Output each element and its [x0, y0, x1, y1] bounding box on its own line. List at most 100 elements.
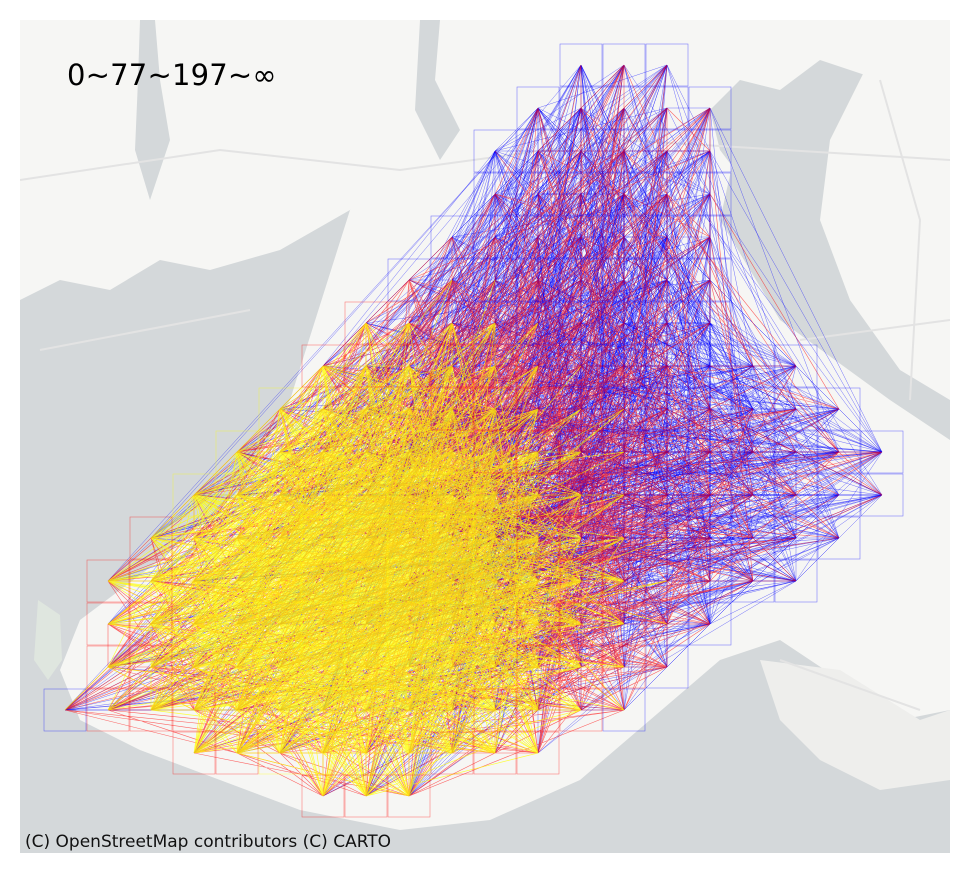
grid-cell — [860, 473, 904, 517]
grid-cell — [430, 473, 474, 517]
grid-cell — [344, 473, 388, 517]
grid-cell — [387, 516, 431, 560]
attribution-text: (C) OpenStreetMap contributors (C) CARTO — [25, 832, 392, 852]
grid-cell — [731, 559, 775, 603]
grid-cell — [516, 129, 560, 173]
grid-cell — [602, 473, 646, 517]
grid-cell — [430, 688, 474, 732]
river-inlet-2 — [415, 20, 460, 160]
grid-cell — [301, 602, 345, 646]
grid-cell — [688, 129, 732, 173]
grid-cell — [473, 129, 517, 173]
grid-cell — [258, 559, 302, 603]
grid-cell — [473, 516, 517, 560]
grid-cell — [473, 731, 517, 775]
grid-cell — [774, 387, 818, 431]
grid-cell — [86, 602, 130, 646]
grid-cell — [215, 645, 259, 689]
grid-cell — [301, 344, 345, 388]
grid-cell — [645, 215, 689, 259]
grid-cell — [645, 430, 689, 474]
grid-cell — [301, 387, 345, 431]
grid-cell — [602, 387, 646, 431]
grid-cell — [301, 774, 345, 818]
grid-cell — [688, 215, 732, 259]
grid-cell — [602, 86, 646, 130]
land-right-coast — [820, 50, 950, 400]
grid-cell — [559, 129, 603, 173]
grid-cell — [473, 344, 517, 388]
grid-cell — [559, 301, 603, 345]
grid-cell — [860, 430, 904, 474]
grid-cell — [817, 387, 861, 431]
grid-cell — [387, 602, 431, 646]
grid-cell — [430, 387, 474, 431]
od-flow-lines — [64, 64, 883, 797]
grid-cell — [645, 129, 689, 173]
grid-cell — [129, 688, 173, 732]
grid-cell — [430, 731, 474, 775]
grid-cell — [258, 516, 302, 560]
grid-cell — [473, 215, 517, 259]
grid-cell — [344, 645, 388, 689]
grid-cell — [258, 731, 302, 775]
grid-cell — [645, 645, 689, 689]
grid-cell — [731, 473, 775, 517]
grid-cell — [387, 430, 431, 474]
grid-cell — [344, 301, 388, 345]
grid-cell — [602, 172, 646, 216]
grid-cell — [516, 86, 560, 130]
grid-cell — [817, 430, 861, 474]
grid-cell — [559, 473, 603, 517]
grid-cell — [688, 172, 732, 216]
grid-cell — [473, 688, 517, 732]
grid-cell — [688, 602, 732, 646]
grid-cell — [602, 688, 646, 732]
grid-cell — [215, 473, 259, 517]
grid-cell — [387, 688, 431, 732]
grid-cell — [645, 43, 689, 87]
grid-cell — [645, 516, 689, 560]
grid-cell — [602, 215, 646, 259]
basemap-and-flows — [20, 20, 950, 853]
grid-cell — [172, 602, 216, 646]
grid-cell — [430, 559, 474, 603]
grid-cell — [602, 559, 646, 603]
grid-cell — [559, 258, 603, 302]
grid-cell — [688, 258, 732, 302]
grid-cell — [172, 559, 216, 603]
grid-cell — [215, 688, 259, 732]
grid-cell — [172, 688, 216, 732]
grid-cell — [344, 774, 388, 818]
grid-cell — [688, 387, 732, 431]
grid-cell — [731, 387, 775, 431]
grid-cell — [731, 516, 775, 560]
grid-cell — [645, 172, 689, 216]
grid-cell — [645, 301, 689, 345]
grid-cell — [430, 215, 474, 259]
road-network — [20, 79, 950, 711]
grid-cell — [688, 559, 732, 603]
grid-cell — [602, 301, 646, 345]
grid-cell — [258, 688, 302, 732]
grid-cell — [602, 602, 646, 646]
grid-cell — [430, 430, 474, 474]
grid-cell — [774, 430, 818, 474]
grid-cell — [559, 43, 603, 87]
grid-cell — [645, 559, 689, 603]
grid-cell — [430, 344, 474, 388]
grid-cell — [473, 559, 517, 603]
grid-cell — [516, 473, 560, 517]
grid-cell — [172, 516, 216, 560]
grid-cell — [645, 258, 689, 302]
grid-cell — [688, 516, 732, 560]
map-canvas[interactable]: 0~77~197~∞ (C) OpenStreetMap contributor… — [20, 20, 950, 853]
grid-cell — [430, 301, 474, 345]
grid-cell — [344, 430, 388, 474]
grid-cell — [129, 645, 173, 689]
grid-cell — [387, 473, 431, 517]
grid-cell — [688, 86, 732, 130]
grid-cell — [516, 301, 560, 345]
grid-cell — [301, 473, 345, 517]
grid-cell — [258, 602, 302, 646]
